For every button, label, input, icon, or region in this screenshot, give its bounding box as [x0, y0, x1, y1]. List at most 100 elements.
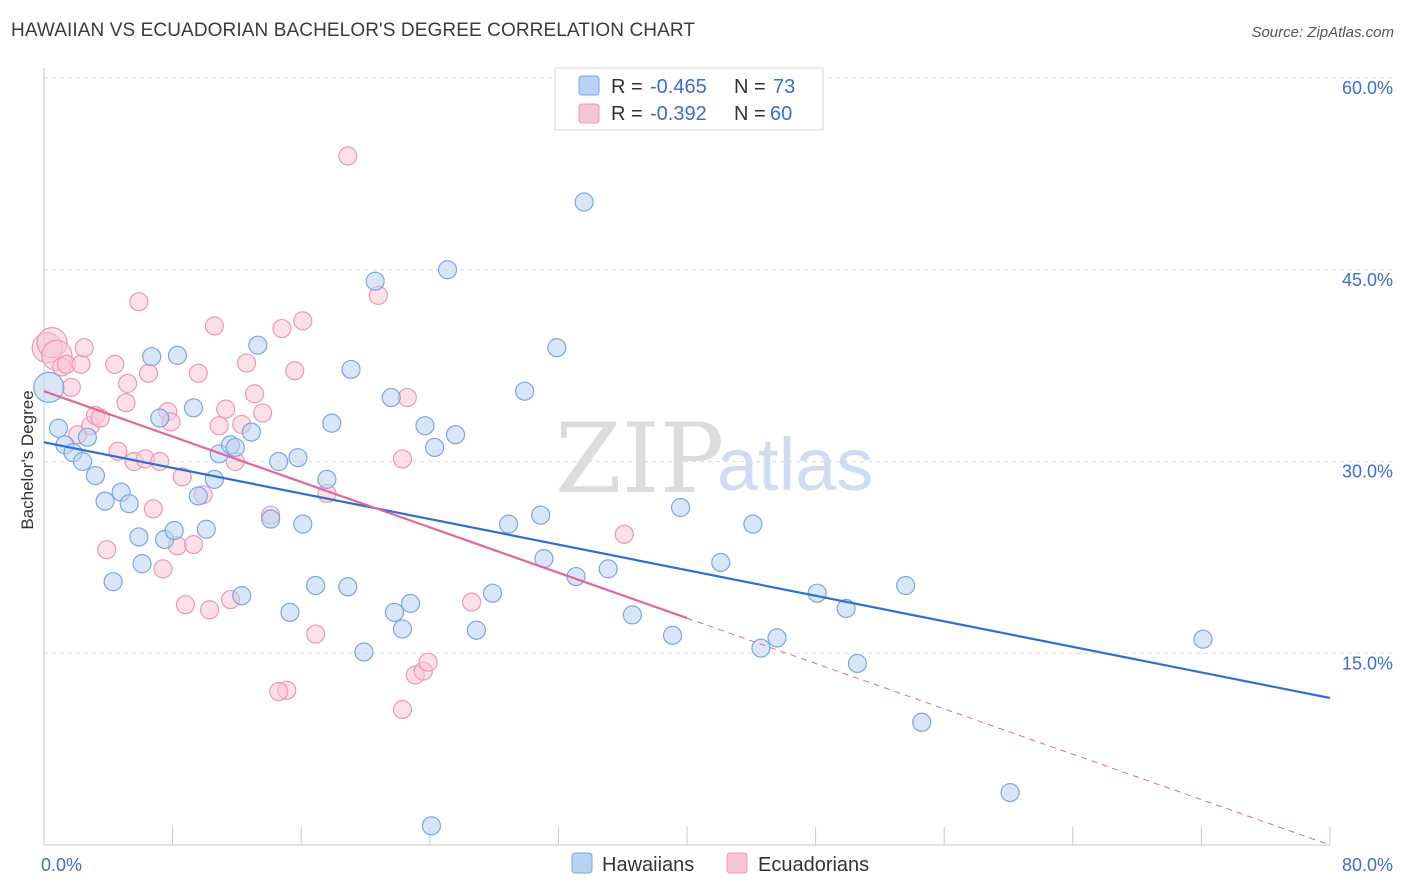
- hawaiians-point-39: [381, 387, 401, 408]
- ecuadorians-point-51: [397, 387, 417, 408]
- ecuadorians-point-5: [61, 377, 81, 397]
- ecuadorians-point-39: [236, 353, 257, 373]
- watermark-zip: ZIP: [555, 403, 724, 515]
- hawaiians-point-43: [415, 416, 435, 436]
- ecuadorians-points: [31, 146, 634, 720]
- legend-n-label-2: N =: [734, 103, 766, 125]
- bottom-legend-ecuadorians: Ecuadorians: [758, 854, 869, 876]
- hawaiians-point-5: [77, 427, 98, 447]
- legend-r-value-2: -0.392: [650, 103, 707, 125]
- hawaiians-point-66: [847, 653, 867, 674]
- hawaiians-point-26: [248, 335, 268, 355]
- hawaiians-point-31: [293, 514, 313, 534]
- ecuadorians-point-29: [183, 534, 204, 555]
- hawaiians-point-34: [322, 413, 342, 433]
- ecuadorians-point-22: [150, 451, 170, 472]
- chart-source: Source: ZipAtlas.com: [1251, 24, 1394, 41]
- hawaiians-point-44: [425, 437, 445, 458]
- ecuadorians-point-27: [172, 467, 192, 487]
- hawaiians-point-6: [85, 465, 106, 486]
- hawaiians-point-13: [142, 347, 162, 367]
- hawaiians-point-17: [167, 345, 188, 365]
- hawaiians-point-37: [354, 642, 374, 662]
- hawaiians-point-50: [515, 381, 535, 401]
- ecuadorians-point-7: [71, 354, 91, 374]
- legend-r-label-2: R =: [611, 103, 643, 125]
- ecuadorians-point-56: [614, 524, 634, 544]
- hawaiians-point-68: [912, 712, 932, 732]
- hawaiians-point-48: [482, 583, 503, 603]
- hawaiians-point-53: [547, 338, 567, 358]
- hawaiians-point-61: [743, 514, 763, 534]
- hawaiians-point-35: [338, 577, 358, 597]
- ecuadorians-point-59: [269, 681, 289, 702]
- hawaiians-point-63: [767, 628, 787, 648]
- ecuadorians-point-16: [117, 373, 138, 394]
- hawaiians-point-69: [1000, 782, 1020, 803]
- y-tick-label-3: 60.0%: [1342, 78, 1393, 98]
- ecuadorians-point-12: [97, 540, 117, 560]
- hawaiians-point-55: [574, 192, 594, 212]
- hawaiians-point-67: [896, 575, 916, 596]
- hawaiians-point-65: [836, 598, 856, 619]
- bottom-legend-hawaiians: Hawaiians: [602, 854, 694, 876]
- chart-title: HAWAIIAN VS ECUADORIAN BACHELOR'S DEGREE…: [11, 20, 696, 41]
- hawaiians-point-8: [103, 572, 123, 592]
- legend-n-value-1: 73: [773, 76, 795, 98]
- ecuadorians-point-41: [253, 403, 273, 423]
- legend-r-label-1: R =: [611, 76, 643, 98]
- hawaiians-point-47: [466, 620, 487, 640]
- ecuadorians-point-40: [244, 384, 265, 404]
- legend-n-value-2: 60: [770, 103, 792, 125]
- hawaiians-point-59: [670, 497, 691, 518]
- ecuadorians-point-21: [143, 499, 163, 519]
- y-axis-title: Bachelor's Degree: [18, 390, 37, 529]
- ecuadorians-point-15: [116, 393, 136, 413]
- hawaiians-point-19: [188, 486, 208, 506]
- ecuadorians-point-50: [392, 449, 413, 469]
- ecuadorians-point-20: [138, 363, 159, 383]
- hawaiians-point-21: [204, 469, 224, 489]
- hawaiians-point-42: [400, 593, 421, 613]
- ecuadorians-point-48: [338, 146, 358, 166]
- hawaiians-point-16: [164, 520, 184, 541]
- hawaiians-point-4: [72, 451, 93, 472]
- hawaiians-point-56: [598, 559, 618, 579]
- ecuadorians-point-55: [461, 592, 482, 612]
- hawaiians-point-60: [711, 552, 731, 573]
- legend-n-label-1: N =: [734, 76, 766, 98]
- watermark-atlas: atlas: [717, 423, 873, 506]
- hawaiians-point-1: [48, 418, 69, 438]
- hawaiians-point-7: [95, 491, 115, 511]
- ecuadorians-point-8: [74, 338, 94, 358]
- hawaiians-point-64: [807, 583, 827, 603]
- hawaiians-point-28: [269, 451, 289, 472]
- hawaiians-point-0: [33, 371, 65, 403]
- ecuadorians-point-43: [272, 318, 292, 339]
- hawaiians-point-27: [261, 509, 281, 529]
- hawaiians-point-57: [622, 605, 642, 625]
- x-tick-label-1: 80.0%: [1342, 855, 1393, 875]
- hawaiians-points: [33, 192, 1213, 836]
- x-tick-label-0: 0.0%: [41, 855, 82, 875]
- axes: [43, 68, 1331, 846]
- ecuadorians-point-45: [293, 311, 313, 331]
- y-tick-label-1: 30.0%: [1342, 462, 1393, 482]
- hawaiians-point-72: [225, 437, 245, 458]
- ecuadorians-trend-line: [43, 390, 688, 620]
- hawaiians-point-32: [306, 575, 326, 596]
- ecuadorians-point-54: [418, 652, 438, 672]
- ecuadorians-point-13: [105, 354, 125, 374]
- bottom-swatch-ecuadorians: [726, 852, 748, 874]
- hawaiians-point-24: [232, 586, 252, 606]
- hawaiians-point-29: [280, 602, 300, 622]
- hawaiians-point-70: [1193, 629, 1213, 649]
- bottom-swatch-hawaiians: [571, 852, 593, 874]
- trend-lines: [43, 390, 1331, 846]
- ecuadorians-point-33: [204, 316, 224, 336]
- legend-swatch-ecuadorians: [578, 103, 600, 124]
- hawaiians-point-18: [183, 398, 204, 418]
- hawaiians-point-62: [751, 638, 771, 658]
- hawaiians-point-41: [392, 619, 413, 639]
- y-tick-labels: 15.0% 30.0% 45.0% 60.0%: [1342, 78, 1393, 673]
